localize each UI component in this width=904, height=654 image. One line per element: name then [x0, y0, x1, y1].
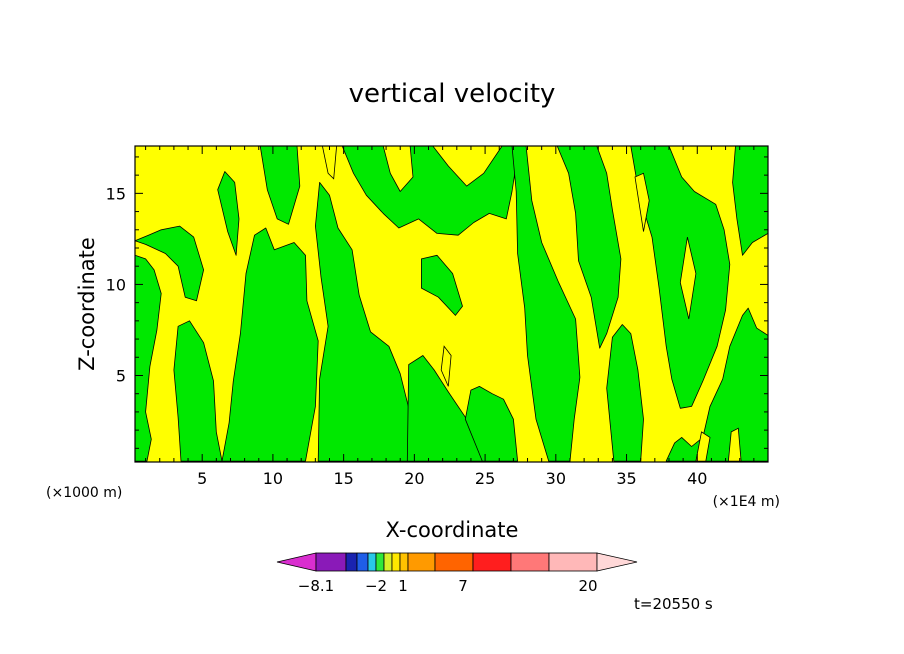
negative-velocity-region-7: [314, 181, 422, 462]
x-tick-label: 30: [546, 469, 566, 488]
colorbar-swatch: [315, 552, 347, 572]
colorbar-swatch: [391, 552, 401, 572]
x-tick-label: 20: [404, 469, 424, 488]
axis-ticks: 5 10 15 20 25 30 35 40 5 10 15: [106, 146, 769, 488]
negative-velocity-region-11: [464, 385, 518, 462]
negative-velocity-region-1: [134, 254, 162, 462]
negative-velocity-region-10: [420, 254, 463, 316]
y-tick-label: 10: [106, 275, 126, 294]
x-tick-label: 5: [197, 469, 207, 488]
time-label: t=20550 s: [634, 595, 713, 613]
negative-velocity-region-4: [217, 171, 240, 256]
x-axis-label: X-coordinate: [386, 518, 519, 542]
colorbar-swatch: [345, 552, 358, 572]
x-tick-label: 10: [263, 469, 283, 488]
y-tick-label: 15: [106, 184, 126, 203]
colorbar: −8.1 −2 1 7 20: [276, 552, 638, 595]
colorbar-swatch: [472, 552, 512, 572]
y-tick-label: 5: [116, 366, 126, 385]
x-unit-left: (×1000 m): [46, 485, 122, 501]
colorbar-lower-triangle: [276, 552, 317, 572]
colorbar-swatch: [399, 552, 409, 572]
colorbar-swatch: [375, 552, 385, 572]
contour-regions: [134, 145, 769, 462]
x-tick-label: 40: [687, 469, 707, 488]
x-unit-right: (×1E4 m): [713, 494, 780, 510]
colorbar-swatch: [383, 552, 393, 572]
colorbar-label: 7: [458, 577, 468, 595]
colorbar-swatch: [367, 552, 377, 572]
x-tick-label: 15: [333, 469, 353, 488]
colorbar-swatch: [510, 552, 550, 572]
colorbar-upper-triangle: [596, 552, 638, 572]
negative-velocity-region-15: [630, 145, 731, 409]
colorbar-label: −8.1: [298, 577, 334, 595]
colorbar-swatch: [548, 552, 598, 572]
colorbar-swatch: [356, 552, 369, 572]
colorbar-label: 20: [578, 577, 597, 595]
colorbar-swatch: [434, 552, 474, 572]
plot-frame: [134, 145, 769, 463]
positive-velocity-island-2: [634, 172, 650, 232]
colorbar-swatch: [407, 552, 436, 572]
plot-area: 5 10 15 20 25 30 35 40 5 10 15: [106, 145, 769, 488]
colorbar-label: −2: [365, 577, 387, 595]
negative-velocity-region-14: [606, 324, 644, 462]
x-tick-label: 25: [475, 469, 495, 488]
negative-velocity-region-2: [134, 225, 205, 302]
chart-title: vertical velocity: [349, 79, 556, 109]
x-tick-label: 35: [616, 469, 636, 488]
positive-velocity-island-4: [440, 345, 452, 387]
colorbar-label: 1: [398, 577, 408, 595]
negative-velocity-region-3: [173, 320, 223, 462]
positive-velocity-island-6: [727, 427, 742, 462]
negative-velocity-region-13: [556, 145, 622, 349]
y-axis-label: Z-coordinate: [75, 237, 99, 371]
negative-velocity-region-5: [221, 227, 319, 462]
negative-velocity-region-16: [665, 307, 769, 462]
positive-velocity-island-5: [695, 431, 711, 462]
positive-velocity-island-3: [679, 237, 697, 320]
